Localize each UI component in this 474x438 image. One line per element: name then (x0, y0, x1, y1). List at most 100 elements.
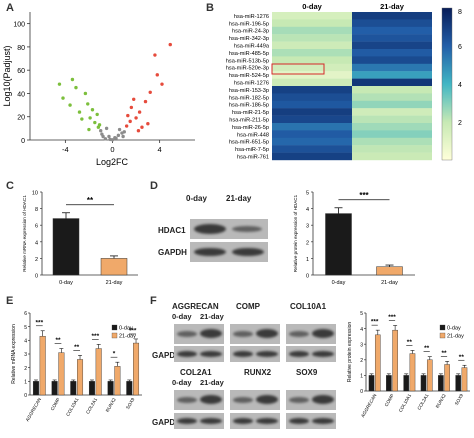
bar (403, 375, 410, 392)
legend-swatch (111, 324, 118, 331)
heatmap-cell (352, 71, 432, 79)
volcano-point (153, 53, 157, 57)
x-tick-label: AGGRECAN (360, 393, 377, 418)
heatmap-cell (352, 100, 432, 109)
colorbar-tick-label: 4 (458, 82, 462, 89)
heatmap-cell (272, 123, 352, 131)
heatmap-row-label: hsa-miR-7-5p (235, 147, 269, 153)
heatmap-row-label: hsa-miR-513b-5p (226, 58, 269, 64)
legend-label: 0-day (119, 326, 133, 332)
heatmap-cell (352, 63, 432, 72)
y-tick-label: 4 (360, 327, 363, 333)
significance-label: ** (74, 344, 80, 351)
y-tick-label: 1 (360, 374, 363, 380)
blot-col-label: 21-day (200, 378, 224, 387)
bar (409, 353, 416, 392)
significance-label: ** (441, 350, 447, 357)
heatmap-cell (352, 49, 432, 57)
volcano-point (132, 97, 136, 101)
hdac1-protein-chart: 0 1 2 3 4 5 0-day 21-day *** Relative protein exp… (293, 191, 415, 286)
legend-label: 21-day (119, 334, 136, 340)
panel-letter-e: E (6, 295, 14, 307)
heatmap-row-label: hsa-miR-651-5p (229, 140, 269, 146)
blot-protein-label: COL10A1 (290, 302, 327, 311)
bar (114, 366, 121, 396)
y-tick-label: 0 (306, 274, 309, 280)
y-tick-label: 3 (24, 352, 27, 358)
bar (52, 218, 80, 276)
heatmap-cell (272, 34, 352, 42)
y-tick-label: 5 (24, 325, 27, 331)
bar (58, 352, 65, 396)
bar (438, 375, 444, 392)
volcano-point (86, 102, 90, 106)
y-axis-label: Relative mRNA expression of HDAC1 (22, 195, 27, 272)
x-tick-label: COMP (50, 397, 61, 411)
volcano-point (114, 136, 118, 140)
heatmap-cell (352, 115, 432, 124)
y-tick-label: 2 (35, 257, 38, 263)
bar (392, 329, 398, 392)
heatmap-cell (352, 34, 432, 42)
heatmap-cell (352, 137, 432, 146)
x-tick-label: 21-day (381, 280, 398, 286)
heatmap-cell (352, 108, 432, 116)
y-tick-label: 1 (24, 380, 27, 386)
heatmap-cell (272, 115, 352, 124)
y-tick-label: 1 (306, 257, 309, 263)
x-tick-label: COL2A1 (416, 393, 429, 411)
heatmap-cell (272, 152, 352, 161)
significance-label: ** (87, 196, 94, 205)
significance-label: *** (359, 191, 369, 200)
heatmap-cell (272, 100, 352, 109)
y-tick-label: 6 (35, 224, 38, 230)
significance-label: *** (129, 327, 137, 334)
mrna-grouped-chart: 0 1 2 3 4 5 6 *** AGGRECAN ** COMP ** COL10A1 *** COL2… (11, 311, 142, 422)
heatmap-row-label: hsa-miR-485-5p (229, 51, 269, 57)
blot-col-label: 0-day (172, 378, 192, 387)
y-tick-label: 10 (32, 191, 38, 197)
significance-label: ** (55, 337, 61, 344)
volcano-point (87, 127, 91, 132)
volcano-point (136, 128, 141, 133)
y-tick-label: 6 (24, 311, 27, 317)
x-tick-label: COL10A1 (398, 393, 413, 413)
hdac1-mrna-chart: 0 2 4 6 8 10 0-day 21-day ** Relative mRNA expres… (22, 191, 138, 286)
volcano-point (137, 110, 142, 114)
heatmap-col-label: 0-day (302, 2, 322, 11)
y-tick-label: 3 (306, 224, 309, 230)
heatmap-colorbar (441, 7, 453, 161)
bar (107, 381, 114, 396)
blot-col-label: 21-day (200, 312, 224, 321)
volcano-y-tick-label: 100 (13, 22, 25, 29)
volcano-y-tick-label: 40 (17, 91, 25, 98)
volcano-point (155, 73, 159, 77)
bar (32, 381, 39, 396)
volcano-point (110, 138, 115, 142)
blot-row-label: GAPDH (158, 248, 187, 257)
heatmap-cell (272, 41, 352, 50)
x-tick-label: 21-day (106, 280, 123, 286)
volcano-point (80, 117, 84, 121)
heatmap-row-label: hsa-miR-520e-3p (226, 66, 269, 72)
bar (374, 334, 381, 392)
volcano-y-tick-label: 0 (21, 138, 25, 145)
x-tick-label: SOX9 (125, 397, 136, 410)
volcano-x-tick-label: -4 (62, 145, 69, 154)
panel-letter-a: A (6, 2, 14, 14)
y-tick-label: 0 (24, 393, 27, 399)
volcano-point (95, 112, 99, 117)
volcano-point (90, 108, 95, 112)
colorbar-tick-label: 2 (458, 120, 462, 127)
bar (376, 266, 403, 276)
protein-grouped-chart: 0 1 2 3 4 5 *** AGGRECAN *** COMP ** COL10A1 ** COL2A… (347, 311, 470, 418)
heatmap-cell (272, 108, 352, 116)
x-tick-label: 0-day (59, 280, 73, 286)
heatmap-cell (272, 56, 352, 64)
highlight-box (271, 63, 325, 75)
volcano-x-tick-label: 0 (110, 145, 114, 154)
panel-letter-d: D (150, 180, 158, 192)
y-tick-label: 8 (35, 207, 38, 213)
volcano-point (83, 91, 88, 96)
heatmap-cell (272, 86, 352, 94)
